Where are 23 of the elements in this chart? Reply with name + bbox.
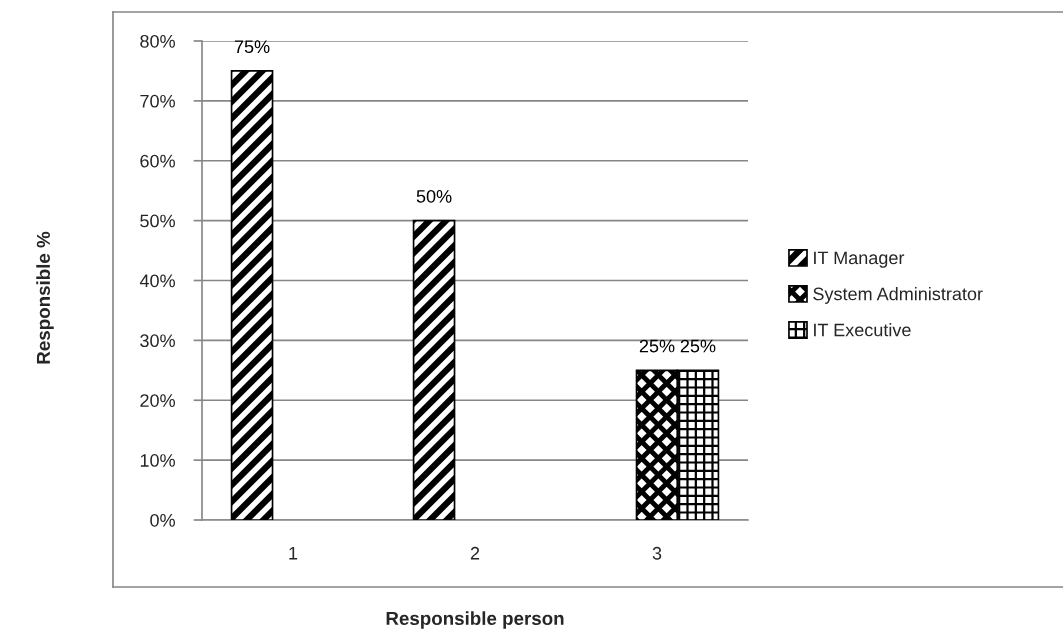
y-tick-label: 50% <box>140 214 175 228</box>
x-tick-label: 1 <box>289 547 298 560</box>
y-tick-label: 60% <box>140 154 175 168</box>
y-tick-label: 40% <box>139 274 175 288</box>
y-tick-label: 10% <box>140 454 175 467</box>
y-tick-label: 80% <box>140 34 175 48</box>
y-tick-label: 0% <box>150 513 175 527</box>
bar <box>230 70 274 520</box>
data-label: 50% <box>416 189 452 203</box>
x-tick-label: 3 <box>652 546 662 560</box>
legend-label: IT Executive <box>814 323 911 337</box>
data-label: 25% <box>639 339 675 353</box>
x-axis-title: Responsible person <box>386 611 564 629</box>
y-tick-label: 70% <box>140 94 175 108</box>
legend-label: System Administrator <box>813 287 983 304</box>
bar <box>412 219 456 520</box>
y-axis-title: Responsible % <box>36 231 54 364</box>
legend-label: IT Manager <box>814 251 905 268</box>
y-tick-label: 20% <box>140 394 175 407</box>
data-label: 25% <box>680 339 716 353</box>
data-label: 75% <box>234 40 270 54</box>
y-tick-label: 30% <box>140 334 175 348</box>
x-tick-label: 2 <box>470 546 480 560</box>
